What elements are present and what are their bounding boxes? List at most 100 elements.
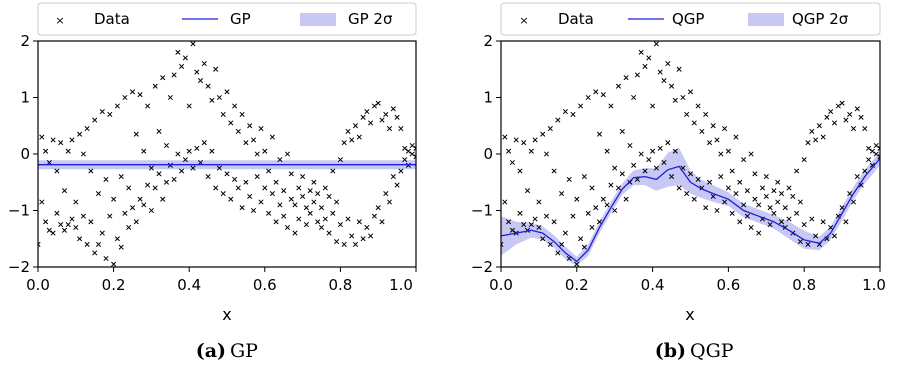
data-point xyxy=(318,205,325,211)
data-point xyxy=(186,148,192,154)
data-point xyxy=(650,148,656,154)
legend-marker-band xyxy=(300,13,336,26)
x-tick-label: 0.0 xyxy=(26,276,50,294)
data-point xyxy=(171,176,177,182)
data-point xyxy=(315,219,321,225)
data-point xyxy=(356,134,362,140)
data-point xyxy=(54,210,60,216)
data-point xyxy=(368,233,374,239)
data-point xyxy=(684,191,690,197)
data-point xyxy=(790,193,796,199)
band-area xyxy=(501,147,880,266)
data-point xyxy=(718,151,724,157)
data-point xyxy=(521,140,527,146)
data-point xyxy=(778,219,785,225)
data-point xyxy=(813,233,819,239)
data-point xyxy=(805,140,811,146)
data-point xyxy=(288,196,294,202)
data-point xyxy=(201,140,207,146)
data-point xyxy=(277,202,283,208)
data-point xyxy=(171,72,177,78)
data-point xyxy=(767,222,773,228)
data-point xyxy=(50,230,56,236)
data-point xyxy=(122,94,128,101)
data-point xyxy=(107,111,113,117)
data-point xyxy=(733,134,739,140)
data-point xyxy=(126,224,132,230)
data-point xyxy=(277,157,283,163)
data-point xyxy=(574,261,580,267)
data-point xyxy=(247,193,253,199)
data-point xyxy=(570,213,576,219)
data-point xyxy=(578,103,584,109)
data-point xyxy=(43,219,49,225)
data-point xyxy=(540,131,546,137)
data-point xyxy=(543,213,550,219)
data-point xyxy=(375,205,381,211)
data-point xyxy=(831,120,838,126)
data-point xyxy=(235,185,241,191)
data-point xyxy=(725,185,731,191)
data-point xyxy=(220,111,226,117)
data-point xyxy=(99,230,105,236)
data-point xyxy=(38,241,41,247)
data-point xyxy=(145,182,151,188)
data-point xyxy=(737,219,743,225)
data-point xyxy=(672,148,678,154)
data-point xyxy=(39,199,45,205)
data-point xyxy=(831,233,838,239)
x-tick-label: 0.8 xyxy=(792,276,816,294)
data-point xyxy=(326,230,332,236)
data-point xyxy=(379,219,385,225)
data-point xyxy=(570,111,576,117)
data-point xyxy=(398,126,404,132)
data-point xyxy=(809,128,815,134)
data-point xyxy=(771,188,777,194)
data-point xyxy=(137,92,143,98)
x-tick-label: 0.0 xyxy=(489,276,513,294)
data-point xyxy=(141,202,147,208)
data-point xyxy=(107,213,113,219)
data-point xyxy=(163,142,170,149)
data-point xyxy=(741,202,747,208)
data-point xyxy=(816,123,822,129)
data-point xyxy=(126,185,132,191)
data-point xyxy=(345,128,351,134)
data-point xyxy=(680,94,686,101)
data-point xyxy=(714,207,720,214)
data-point xyxy=(824,114,830,120)
data-point xyxy=(148,207,154,214)
data-point xyxy=(262,148,268,154)
data-point xyxy=(402,157,408,163)
data-point xyxy=(65,222,71,228)
data-point xyxy=(95,241,102,247)
data-point xyxy=(300,193,306,199)
data-point xyxy=(197,78,204,84)
x-tick-label: 0.6 xyxy=(253,276,277,294)
data-point xyxy=(77,236,83,242)
data-point xyxy=(589,185,595,191)
data-point xyxy=(349,233,355,239)
data-point xyxy=(300,174,306,180)
data-point xyxy=(141,148,147,154)
data-point xyxy=(513,137,519,143)
data-point xyxy=(710,193,716,199)
data-point xyxy=(43,148,49,154)
data-point xyxy=(88,219,94,225)
caption: (b) QGP xyxy=(655,340,734,362)
data-point xyxy=(224,89,230,95)
data-point xyxy=(156,128,162,134)
data-point xyxy=(175,151,181,157)
legend: × Data GP GP 2σ xyxy=(37,2,417,36)
data-point xyxy=(767,205,773,211)
data-point xyxy=(820,219,826,225)
data-point xyxy=(266,210,272,216)
data-point xyxy=(266,168,272,174)
y-tick-label: −2 xyxy=(8,258,30,276)
data-point xyxy=(862,168,868,174)
data-point xyxy=(292,230,298,236)
y-tick-label: 1 xyxy=(20,89,30,107)
data-point xyxy=(540,236,546,242)
data-point xyxy=(307,188,313,194)
data-point xyxy=(695,103,701,109)
